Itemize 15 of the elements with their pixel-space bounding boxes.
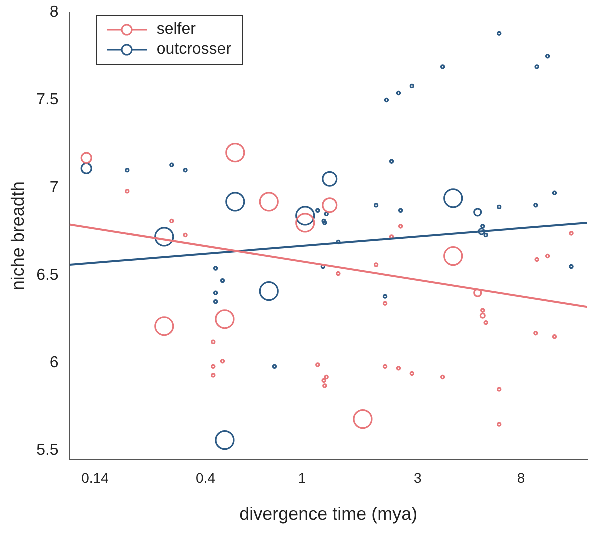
x-tick-label: 8: [517, 470, 526, 486]
y-tick-label: 6: [50, 354, 59, 372]
y-tick-label: 6.5: [36, 266, 59, 284]
x-tick-label: 3: [414, 470, 422, 486]
y-axis-title: niche breadth: [8, 182, 28, 291]
x-tick-label: 1: [298, 470, 306, 486]
y-tick-label: 5.5: [36, 442, 59, 460]
y-tick-label: 8: [50, 4, 59, 22]
y-tick-label: 7.5: [36, 92, 59, 109]
legend-label: selfer: [156, 20, 196, 40]
x-axis-title: divergence time (mya): [240, 504, 418, 524]
legend-label: outcrosser: [156, 40, 232, 60]
y-tick-label: 7: [50, 179, 59, 196]
x-tick-label: 0.14: [82, 470, 110, 486]
x-tick-label: 0.4: [196, 470, 216, 486]
